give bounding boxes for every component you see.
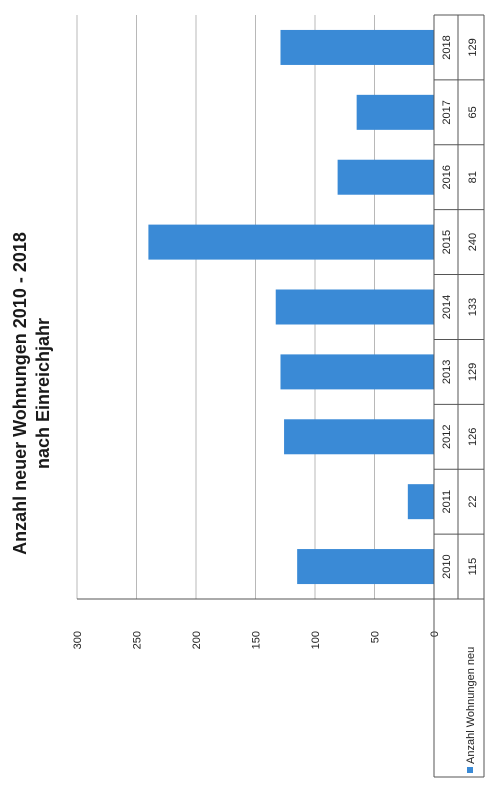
bar-2010	[297, 549, 434, 585]
category-label: 2012	[441, 425, 453, 449]
legend-swatch	[467, 767, 473, 773]
category-label: 2018	[441, 35, 453, 59]
value-label: 115	[467, 558, 479, 576]
category-label: 2010	[441, 554, 453, 578]
bar-2014	[275, 289, 435, 325]
category-label: 2015	[441, 230, 453, 254]
value-label: 81	[467, 171, 479, 183]
value-label: 129	[467, 38, 479, 56]
y-tick-label: 0	[429, 631, 441, 637]
y-tick-label: 200	[191, 631, 203, 649]
bar-2012	[284, 419, 434, 455]
category-label: 2017	[441, 100, 453, 124]
value-label: 240	[467, 233, 479, 251]
category-label: 2016	[441, 165, 453, 189]
value-label: 65	[467, 106, 479, 118]
bar-2011	[407, 484, 435, 520]
value-label: 22	[467, 496, 479, 508]
value-label: 126	[467, 428, 479, 446]
y-tick-label: 100	[310, 631, 322, 649]
category-label: 2014	[441, 295, 453, 319]
category-label: 2013	[441, 360, 453, 384]
bar-2013	[280, 354, 434, 390]
y-tick-label: 250	[132, 631, 144, 649]
category-label: 2011	[441, 490, 453, 514]
legend-label: Anzahl Wohnungen neu	[465, 647, 477, 764]
bar-2017	[356, 94, 434, 130]
y-tick-label: 300	[72, 631, 84, 649]
value-label: 133	[467, 298, 479, 316]
y-tick-label: 50	[370, 631, 382, 643]
bar-2018	[280, 29, 434, 65]
value-label: 129	[467, 363, 479, 381]
y-tick-label: 150	[251, 631, 263, 649]
bar-2015	[148, 224, 434, 260]
bar-2016	[337, 159, 434, 195]
